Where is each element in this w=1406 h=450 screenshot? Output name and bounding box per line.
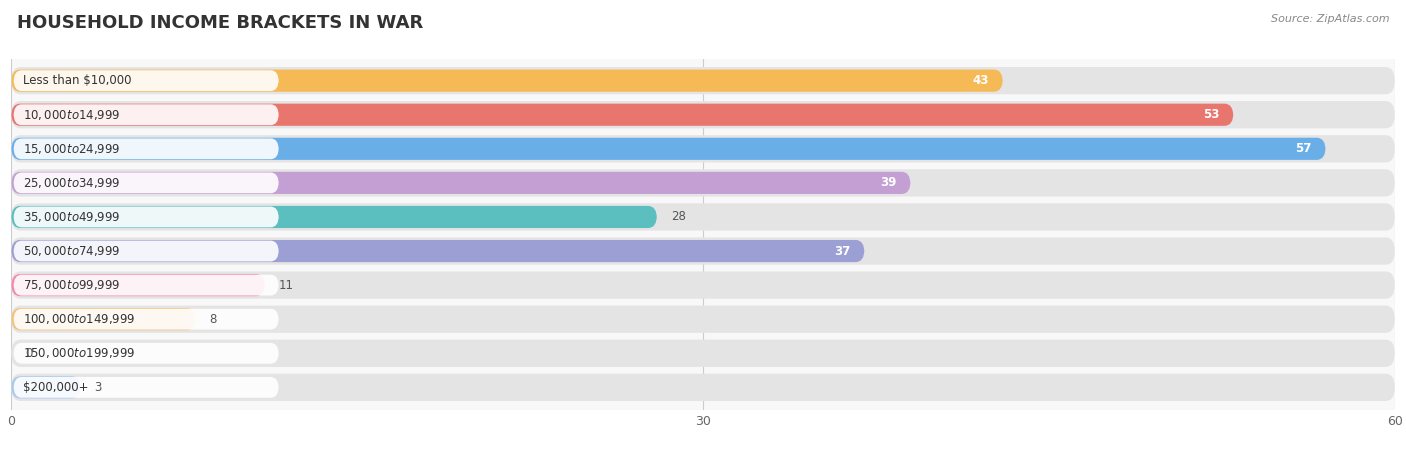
FancyBboxPatch shape	[14, 274, 278, 296]
FancyBboxPatch shape	[14, 207, 278, 227]
FancyBboxPatch shape	[11, 135, 1395, 162]
FancyBboxPatch shape	[11, 374, 1395, 401]
FancyBboxPatch shape	[14, 309, 278, 329]
Text: 37: 37	[834, 244, 851, 257]
Text: 0: 0	[25, 347, 32, 360]
Text: 57: 57	[1295, 142, 1312, 155]
FancyBboxPatch shape	[11, 104, 1233, 126]
FancyBboxPatch shape	[11, 238, 1395, 265]
FancyBboxPatch shape	[14, 172, 278, 194]
Text: 3: 3	[94, 381, 101, 394]
Text: $150,000 to $199,999: $150,000 to $199,999	[22, 346, 135, 360]
Text: $200,000+: $200,000+	[22, 381, 89, 394]
FancyBboxPatch shape	[11, 240, 865, 262]
Text: Less than $10,000: Less than $10,000	[22, 74, 131, 87]
FancyBboxPatch shape	[11, 271, 1395, 299]
FancyBboxPatch shape	[11, 101, 1395, 128]
FancyBboxPatch shape	[11, 169, 1395, 197]
Text: $100,000 to $149,999: $100,000 to $149,999	[22, 312, 135, 326]
FancyBboxPatch shape	[14, 377, 278, 398]
Text: $25,000 to $34,999: $25,000 to $34,999	[22, 176, 121, 190]
Text: Source: ZipAtlas.com: Source: ZipAtlas.com	[1271, 14, 1389, 23]
Text: HOUSEHOLD INCOME BRACKETS IN WAR: HOUSEHOLD INCOME BRACKETS IN WAR	[17, 14, 423, 32]
FancyBboxPatch shape	[14, 104, 278, 125]
Text: 11: 11	[278, 279, 294, 292]
FancyBboxPatch shape	[11, 206, 657, 228]
FancyBboxPatch shape	[14, 139, 278, 159]
FancyBboxPatch shape	[11, 306, 1395, 333]
Text: 39: 39	[880, 176, 897, 189]
Text: $50,000 to $74,999: $50,000 to $74,999	[22, 244, 121, 258]
FancyBboxPatch shape	[11, 376, 80, 398]
FancyBboxPatch shape	[14, 343, 278, 364]
FancyBboxPatch shape	[11, 172, 911, 194]
Text: 43: 43	[973, 74, 988, 87]
FancyBboxPatch shape	[14, 241, 278, 261]
FancyBboxPatch shape	[11, 274, 264, 296]
FancyBboxPatch shape	[11, 67, 1395, 94]
FancyBboxPatch shape	[14, 70, 278, 91]
FancyBboxPatch shape	[11, 340, 1395, 367]
FancyBboxPatch shape	[11, 308, 195, 330]
Text: $35,000 to $49,999: $35,000 to $49,999	[22, 210, 121, 224]
Text: $10,000 to $14,999: $10,000 to $14,999	[22, 108, 121, 122]
FancyBboxPatch shape	[11, 203, 1395, 230]
Text: 8: 8	[209, 313, 217, 326]
FancyBboxPatch shape	[11, 70, 1002, 92]
FancyBboxPatch shape	[11, 138, 1326, 160]
Text: $15,000 to $24,999: $15,000 to $24,999	[22, 142, 121, 156]
Text: $75,000 to $99,999: $75,000 to $99,999	[22, 278, 121, 292]
Text: 53: 53	[1204, 108, 1219, 121]
Text: 28: 28	[671, 211, 686, 224]
